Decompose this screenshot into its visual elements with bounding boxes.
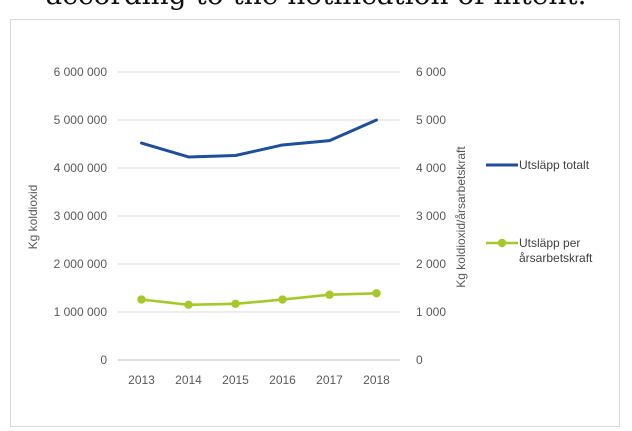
left-axis-ticks: 0 1 000 000 2 000 000 3 000 000 4 000 000 5 0… bbox=[54, 65, 108, 367]
legend-swatch-marker bbox=[497, 238, 507, 248]
x-tick-label: 2016 bbox=[269, 373, 296, 387]
x-tick-label: 2014 bbox=[175, 373, 202, 387]
y-tick-label: 0 bbox=[100, 353, 107, 367]
series-line bbox=[140, 291, 378, 307]
legend-label: årsarbetskraft bbox=[519, 251, 593, 265]
y-tick-label: 1 000 000 bbox=[54, 305, 108, 319]
legend-label: Utsläpp totalt bbox=[519, 158, 590, 172]
series-point bbox=[325, 290, 334, 299]
x-tick-label: 2013 bbox=[128, 373, 155, 387]
series-point bbox=[184, 300, 193, 309]
x-axis-ticks: 2013 2014 2015 2016 2017 2018 bbox=[128, 373, 390, 387]
page-top-text: according to the notification of intent. bbox=[0, 0, 632, 11]
series-point bbox=[231, 299, 240, 309]
series-point bbox=[137, 295, 146, 304]
gridlines bbox=[118, 71, 400, 361]
y2-tick-label: 2 000 bbox=[416, 257, 446, 271]
x-tick-label: 2017 bbox=[316, 373, 343, 387]
y2-tick-label: 1 000 bbox=[416, 305, 446, 319]
y-axis-title: Kg koldioxid bbox=[26, 185, 40, 250]
series-line bbox=[140, 118, 378, 159]
y-tick-label: 6 000 000 bbox=[54, 65, 108, 79]
y2-tick-label: 0 bbox=[416, 353, 423, 367]
series-layer bbox=[137, 118, 381, 309]
legend-label: Utsläpp per bbox=[519, 236, 580, 250]
y2-axis-title: Kg koldioxid/årsarbetskraft bbox=[454, 146, 468, 288]
y2-tick-label: 4 000 bbox=[416, 161, 446, 175]
y-tick-label: 2 000 000 bbox=[54, 257, 108, 271]
y-tick-label: 4 000 000 bbox=[54, 161, 108, 175]
chart-frame bbox=[10, 19, 620, 427]
y2-tick-label: 5 000 bbox=[416, 113, 446, 127]
x-tick-label: 2015 bbox=[222, 373, 249, 387]
y2-tick-label: 6 000 bbox=[416, 65, 446, 79]
y2-tick-label: 3 000 bbox=[416, 209, 446, 223]
y-tick-label: 5 000 000 bbox=[54, 113, 108, 127]
y-tick-label: 3 000 000 bbox=[54, 209, 108, 223]
series-point bbox=[278, 295, 287, 304]
x-tick-label: 2018 bbox=[363, 373, 390, 387]
right-axis-ticks: 0 1 000 2 000 3 000 4 000 5 000 6 000 bbox=[416, 65, 446, 367]
series-point bbox=[372, 289, 381, 298]
